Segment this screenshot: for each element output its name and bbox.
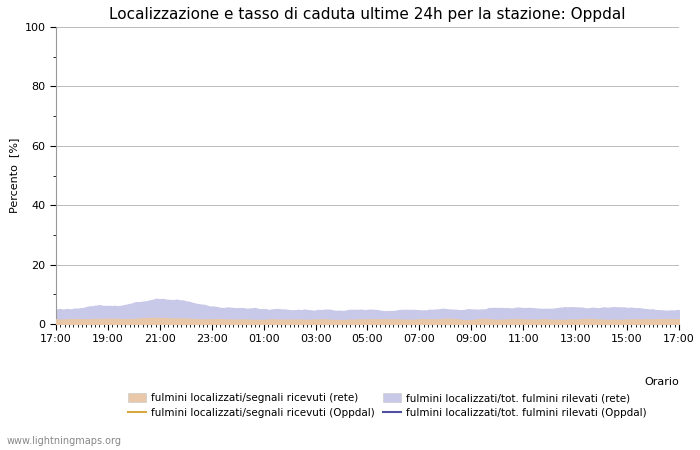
Legend: fulmini localizzati/segnali ricevuti (rete), fulmini localizzati/segnali ricevut: fulmini localizzati/segnali ricevuti (re… <box>123 389 650 423</box>
Y-axis label: Percento  [%]: Percento [%] <box>9 138 19 213</box>
Text: www.lightningmaps.org: www.lightningmaps.org <box>7 436 122 446</box>
Text: Orario: Orario <box>644 378 679 387</box>
Title: Localizzazione e tasso di caduta ultime 24h per la stazione: Oppdal: Localizzazione e tasso di caduta ultime … <box>109 7 626 22</box>
